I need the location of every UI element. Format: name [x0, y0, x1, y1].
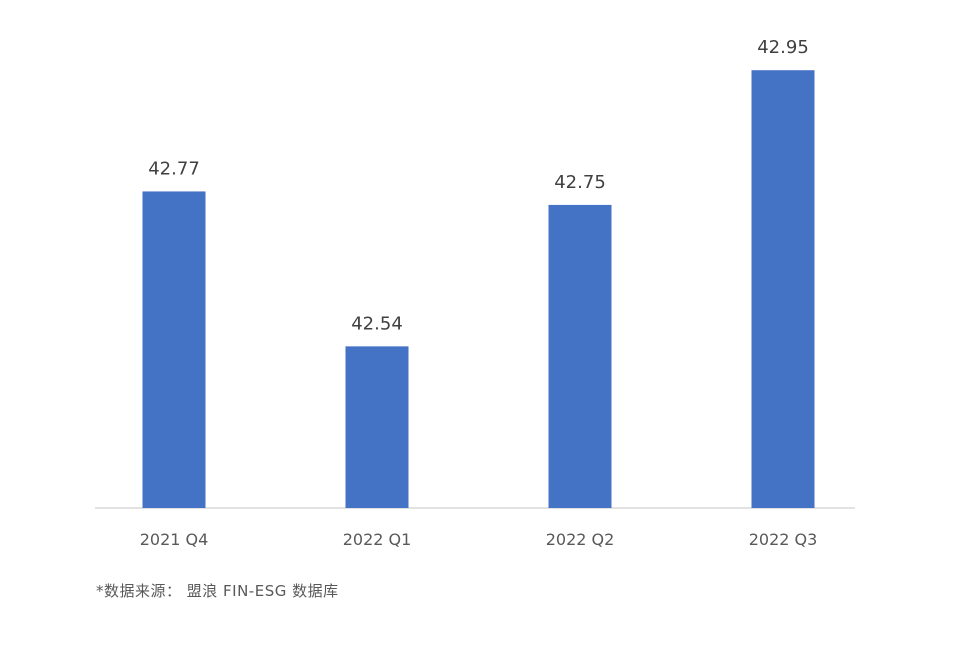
x-tick-label-2022-q2: 2022 Q2 [546, 530, 615, 549]
bar-2022-q1 [345, 346, 409, 508]
bar-chart-container: 42.77 42.54 42.75 42.95 2021 Q4 2022 Q1 2022 … [95, 37, 855, 549]
value-label-2021-q4: 42.77 [148, 158, 200, 179]
bar-2022-q2 [548, 204, 612, 509]
x-tick-label-2022-q3: 2022 Q3 [749, 530, 818, 549]
bars-layer [142, 70, 815, 509]
value-label-2022-q2: 42.75 [554, 172, 606, 193]
value-labels-layer: 42.77 42.54 42.75 42.95 [148, 37, 809, 334]
x-tick-labels-layer: 2021 Q4 2022 Q1 2022 Q2 2022 Q3 [140, 530, 818, 549]
bar-2022-q3 [751, 70, 815, 509]
bar-2021-q4 [142, 191, 206, 509]
value-label-2022-q3: 42.95 [757, 37, 809, 58]
x-tick-label-2021-q4: 2021 Q4 [140, 530, 209, 549]
source-note: *数据来源： 盟浪 FIN-ESG 数据库 [96, 582, 339, 600]
value-label-2022-q1: 42.54 [351, 313, 403, 334]
x-tick-label-2022-q1: 2022 Q1 [343, 530, 412, 549]
bar-chart: 42.77 42.54 42.75 42.95 2021 Q4 2022 Q1 2022 … [95, 37, 855, 549]
